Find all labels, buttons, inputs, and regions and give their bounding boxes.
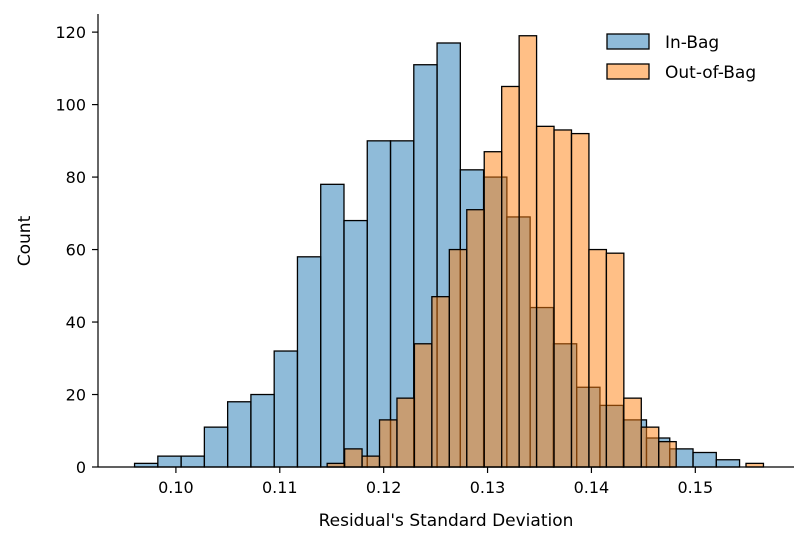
series-out-of-bag [326,35,765,468]
bar [518,35,538,468]
bar [483,151,503,468]
bar [226,401,252,468]
x-tick-label: 0.15 [678,478,714,497]
y-tick-label: 20 [66,386,86,405]
x-tick-label: 0.13 [470,478,506,497]
bar [296,256,322,468]
y-tick-label: 80 [66,168,86,187]
y-ticks: 0 20 40 60 80 100 120 [55,23,98,477]
bar [553,129,573,468]
bar [361,455,381,468]
bar [157,455,182,468]
bar [466,209,485,468]
bar [501,85,520,468]
y-tick-label: 120 [55,23,86,42]
y-tick-label: 0 [76,458,86,477]
bar [431,296,450,468]
bars-layer [133,35,765,468]
bar [535,125,555,468]
bar [180,455,206,468]
legend-swatch [606,63,650,80]
bar [623,397,642,468]
y-axis-label: Count [15,215,35,266]
legend-swatch [606,33,650,50]
bar [605,252,625,468]
bar [378,419,398,468]
bar [343,448,363,468]
bar [250,393,275,468]
y-tick-label: 40 [66,313,86,332]
bar [448,248,468,468]
x-axis-label: Residual's Standard Deviation [319,511,574,531]
bar [658,440,677,468]
bar [273,350,299,468]
x-tick-label: 0.14 [574,478,610,497]
bar [588,248,608,468]
bar [640,426,660,468]
legend-label: In-Bag [665,33,719,53]
y-tick-label: 60 [66,241,86,260]
y-tick-label: 100 [55,96,86,115]
bar [320,183,345,468]
bar [692,451,717,468]
x-tick-label: 0.12 [366,478,402,497]
bar [343,219,368,468]
x-tick-label: 0.10 [158,478,194,497]
bar [413,343,433,468]
legend: In-Bag Out-of-Bag [606,33,756,83]
bar [396,397,416,468]
legend-label: Out-of-Bag [665,63,756,83]
x-ticks: 0.10 0.11 0.12 0.13 0.14 0.15 [158,467,713,497]
bar [366,140,392,468]
x-tick-label: 0.11 [262,478,298,497]
bar [570,132,590,468]
bar [203,426,229,468]
bar [715,459,741,468]
